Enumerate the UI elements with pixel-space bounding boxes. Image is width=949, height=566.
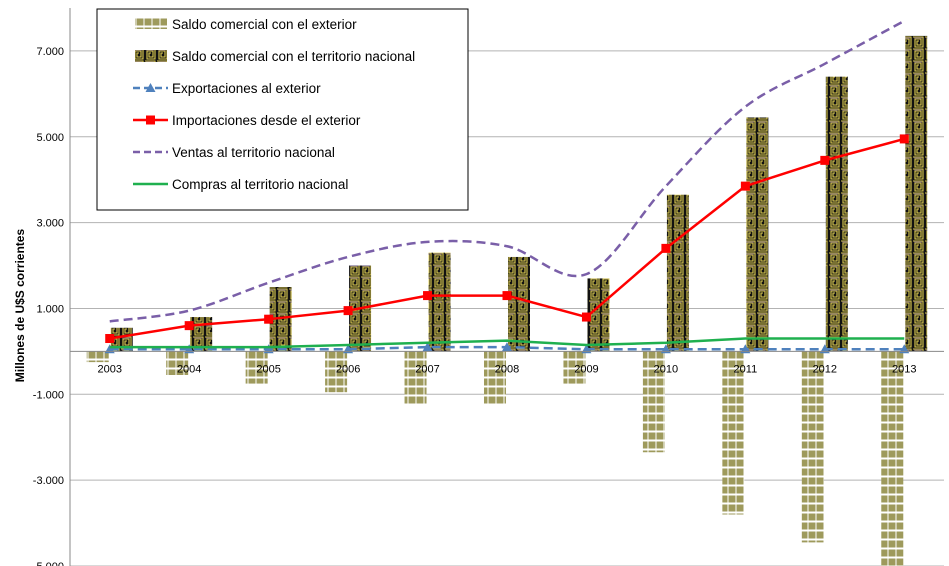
bar-saldo-nacional [428, 252, 451, 352]
line-series-5 [109, 337, 905, 349]
bar-saldo-exterior [245, 351, 268, 384]
legend-marker-square [146, 115, 155, 125]
bar-saldo-nacional [110, 327, 133, 352]
bar-saldo-exterior [325, 351, 348, 393]
bar-saldo-nacional [666, 194, 689, 352]
bar-saldo-nacional [587, 278, 610, 352]
x-tick-label: 2003 [97, 363, 121, 375]
point-importaciones [581, 312, 591, 322]
bar-saldo-exterior [801, 351, 824, 543]
legend-marker-triangle [145, 83, 156, 92]
x-tick-label: 2011 [734, 363, 758, 375]
y-tick-label: 7.000 [36, 46, 64, 58]
x-tick-label: 2005 [256, 363, 280, 375]
legend-entry-label: Saldo comercial con el exterior [172, 17, 357, 32]
x-tick-label: 2008 [495, 363, 519, 375]
legend-entry-label: Importaciones desde el exterior [172, 113, 361, 128]
x-tick-label: 2010 [654, 363, 678, 375]
y-axis-label: Millones de U$S corrientes [13, 229, 27, 383]
lines-layer [104, 19, 910, 354]
bar-saldo-exterior [881, 351, 904, 566]
y-tick-label: 5.000 [36, 132, 64, 144]
line-series-4 [109, 19, 905, 323]
bar-saldo-exterior [722, 351, 745, 515]
y-tick-label: -3.000 [33, 475, 64, 487]
point-importaciones [264, 314, 274, 324]
point-importaciones [423, 291, 433, 301]
bar-saldo-exterior [86, 351, 109, 363]
legend-entry-label: Compras al territorio nacional [172, 177, 348, 192]
legend-box [96, 8, 469, 211]
point-exportaciones [502, 342, 512, 352]
bar-saldo-nacional [746, 117, 769, 352]
x-tick-label: 2004 [177, 363, 201, 375]
bar-saldo-nacional [825, 76, 848, 352]
point-importaciones [661, 243, 671, 253]
point-importaciones [899, 134, 909, 144]
bar-saldo-exterior [404, 351, 427, 406]
bar-saldo-nacional [905, 35, 928, 352]
y-tick-label: -5.000 [33, 561, 64, 566]
point-importaciones [184, 321, 194, 331]
x-tick-label: 2013 [892, 363, 916, 375]
bar-saldo-exterior [166, 351, 189, 375]
point-exportaciones [422, 342, 433, 352]
bar-saldo-nacional [269, 287, 292, 352]
bar-saldo-exterior [484, 351, 506, 406]
legend-entry-label: Saldo comercial con el territorio nacion… [172, 49, 415, 64]
point-importaciones [502, 291, 512, 301]
point-importaciones [343, 306, 353, 316]
legend: Saldo comercial con el exterior Saldo com… [96, 8, 469, 211]
bar-saldo-exterior [563, 351, 586, 384]
y-tick-label: 1.000 [36, 303, 64, 315]
point-importaciones [740, 181, 750, 191]
x-tick-label: 2007 [415, 363, 439, 375]
bar-saldo-exterior [642, 351, 665, 453]
y-tick-label: -1.000 [33, 389, 64, 401]
x-tick-label: 2006 [336, 363, 360, 375]
point-importaciones [105, 334, 115, 344]
bar-saldo-nacional [508, 256, 530, 352]
y-tick-label: 3.000 [36, 218, 64, 230]
legend-symbol-saldo-nacional [135, 50, 167, 62]
axis-layer: 7.000 5.000 3.000 1.000 -1.000 -3.000 -5.000 Mi… [13, 8, 944, 566]
legend-entry-label: Exportaciones al exterior [172, 81, 321, 96]
x-tick-label: 2012 [813, 363, 837, 375]
x-tick-label: 2009 [574, 363, 598, 375]
legend-entry-label: Ventas al territorio nacional [172, 145, 335, 160]
legend-symbol-saldo-exterior [135, 18, 167, 29]
point-importaciones [820, 155, 830, 165]
